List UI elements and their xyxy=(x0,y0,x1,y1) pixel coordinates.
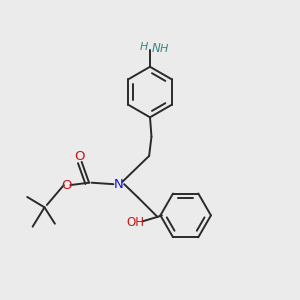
Text: O: O xyxy=(61,178,72,192)
Text: O: O xyxy=(75,150,85,163)
Text: N: N xyxy=(152,42,160,55)
Text: N: N xyxy=(114,178,124,191)
Text: H: H xyxy=(160,44,168,54)
Text: OH: OH xyxy=(126,216,144,229)
Text: H: H xyxy=(140,43,148,52)
